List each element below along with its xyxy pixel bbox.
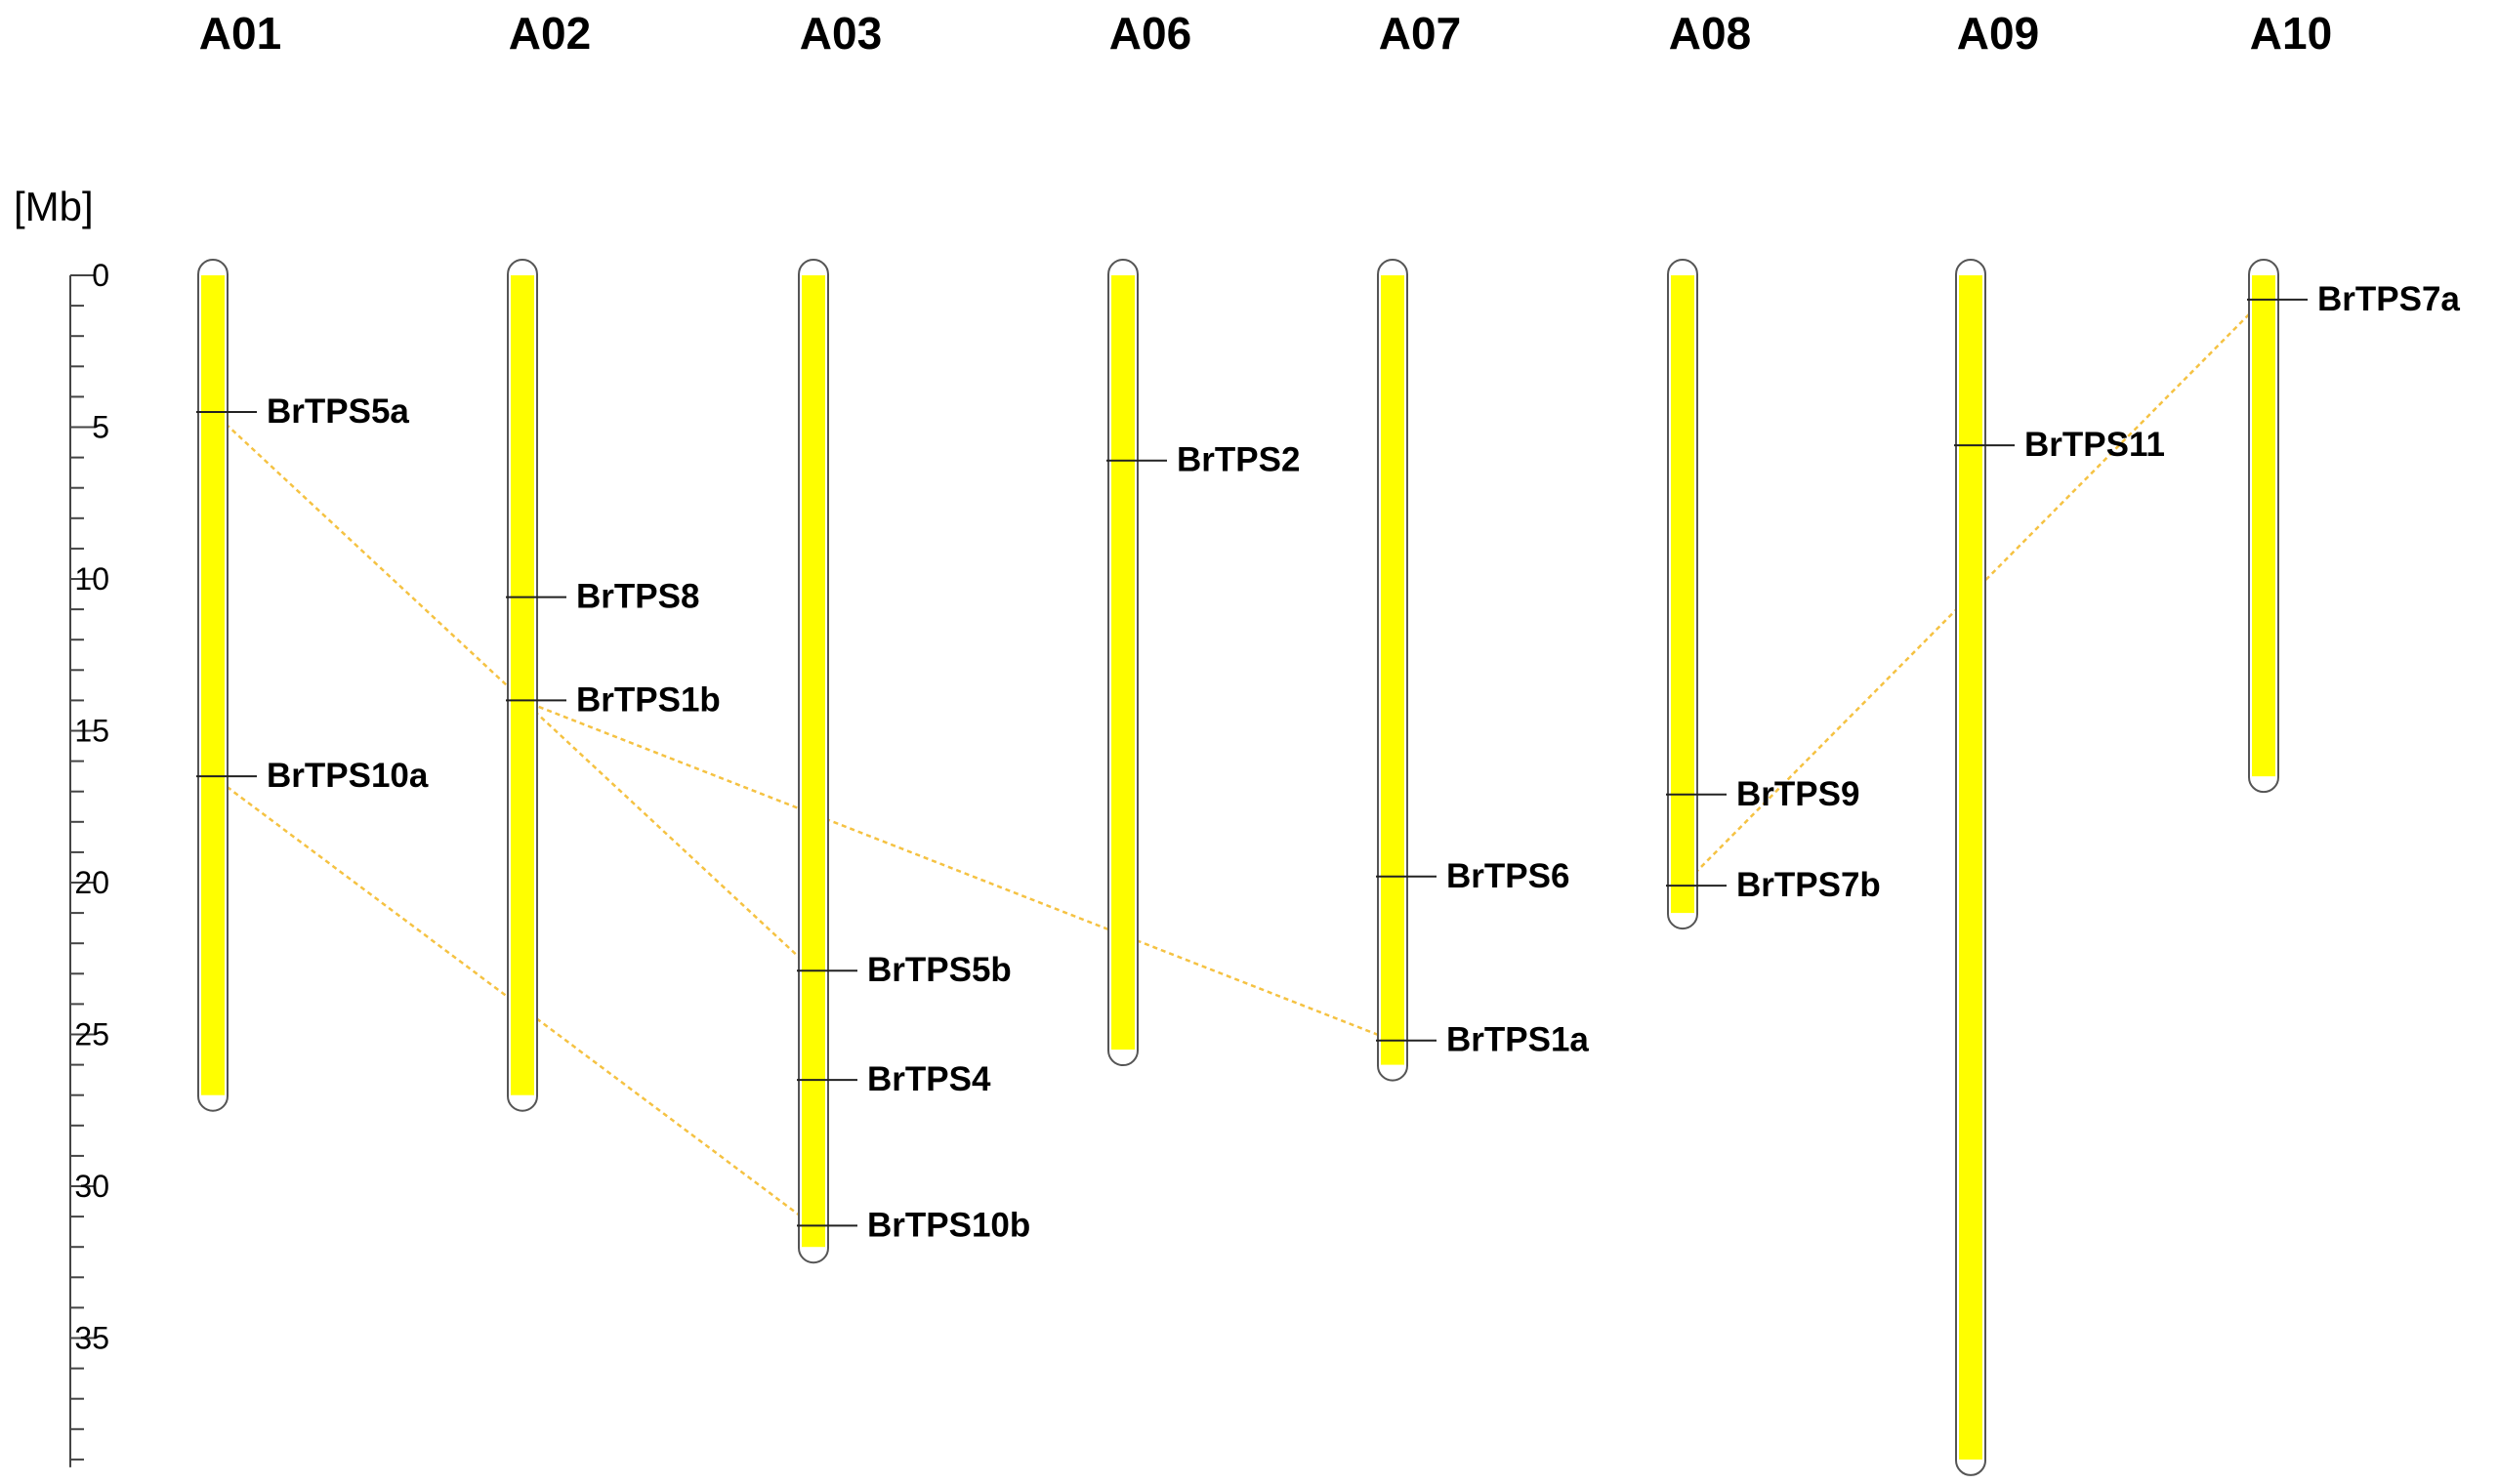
gene-label-brtps10b: BrTPS10b	[867, 1206, 1030, 1244]
gene-label-brtps9: BrTPS9	[1736, 775, 1859, 813]
gene-label-brtps7b: BrTPS7b	[1736, 866, 1881, 904]
chromosome-title-a09: A09	[1957, 8, 2039, 59]
chromosome-a10	[2252, 275, 2275, 777]
duplication-link-brtps10a-brtps10b	[212, 775, 814, 1227]
chromosome-title-a07: A07	[1379, 8, 1461, 59]
axis-unit-label: [Mb]	[14, 184, 94, 229]
chromosome-titles: A01 A02 A03 A06 A07 A08 A09 A10	[199, 8, 2332, 59]
scale-axis: 0 5 10 15 20 25 30 35	[69, 258, 109, 1467]
chromosome-a07	[1381, 275, 1404, 1065]
chromosome-a03	[802, 275, 825, 1248]
chromosome-title-a08: A08	[1669, 8, 1751, 59]
gene-label-brtps4: BrTPS4	[867, 1060, 991, 1098]
gene-label-brtps11: BrTPS11	[2024, 426, 2165, 464]
chromosome-title-a10: A10	[2250, 8, 2332, 59]
chromosome-title-a03: A03	[800, 8, 882, 59]
duplication-links	[212, 298, 2265, 1227]
gene-label-brtps8: BrTPS8	[576, 578, 699, 616]
axis-tick-label: 30	[74, 1169, 109, 1204]
gene-label-brtps5b: BrTPS5b	[867, 951, 1012, 989]
gene-markers: BrTPS5a BrTPS10a BrTPS8 BrTPS1b BrTPS5b BrTPS…	[196, 280, 2460, 1244]
axis-tick-label: 20	[74, 865, 109, 900]
chromosome-title-a02: A02	[509, 8, 591, 59]
chromosome-a06	[1111, 275, 1135, 1051]
gene-label-brtps1a: BrTPS1a	[1446, 1021, 1589, 1059]
axis-tick-label: 15	[74, 714, 109, 749]
gene-label-brtps7a: BrTPS7a	[2317, 280, 2460, 318]
axis-tick-label: 0	[92, 258, 109, 293]
chromosome-a08	[1671, 275, 1694, 914]
gene-label-brtps10a: BrTPS10a	[267, 757, 429, 795]
gene-label-brtps2: BrTPS2	[1177, 441, 1300, 479]
gene-label-brtps1b: BrTPS1b	[576, 680, 721, 719]
chromosome-title-a01: A01	[199, 8, 281, 59]
duplication-link-brtps1b-brtps1a	[521, 699, 1394, 1042]
axis-tick-label: 10	[74, 561, 109, 597]
chromosome-title-a06: A06	[1109, 8, 1191, 59]
chromosome-a02	[511, 275, 534, 1095]
axis-tick-label: 5	[92, 410, 109, 445]
axis-tick-label: 35	[74, 1321, 109, 1356]
gene-label-brtps5a: BrTPS5a	[267, 392, 409, 431]
chromosome-a01	[201, 275, 225, 1095]
gene-label-brtps6: BrTPS6	[1446, 857, 1569, 895]
duplication-link-brtps7b-brtps7a	[1682, 298, 2265, 886]
axis-tick-label: 25	[74, 1017, 109, 1052]
chromosome-a09	[1959, 275, 1982, 1460]
